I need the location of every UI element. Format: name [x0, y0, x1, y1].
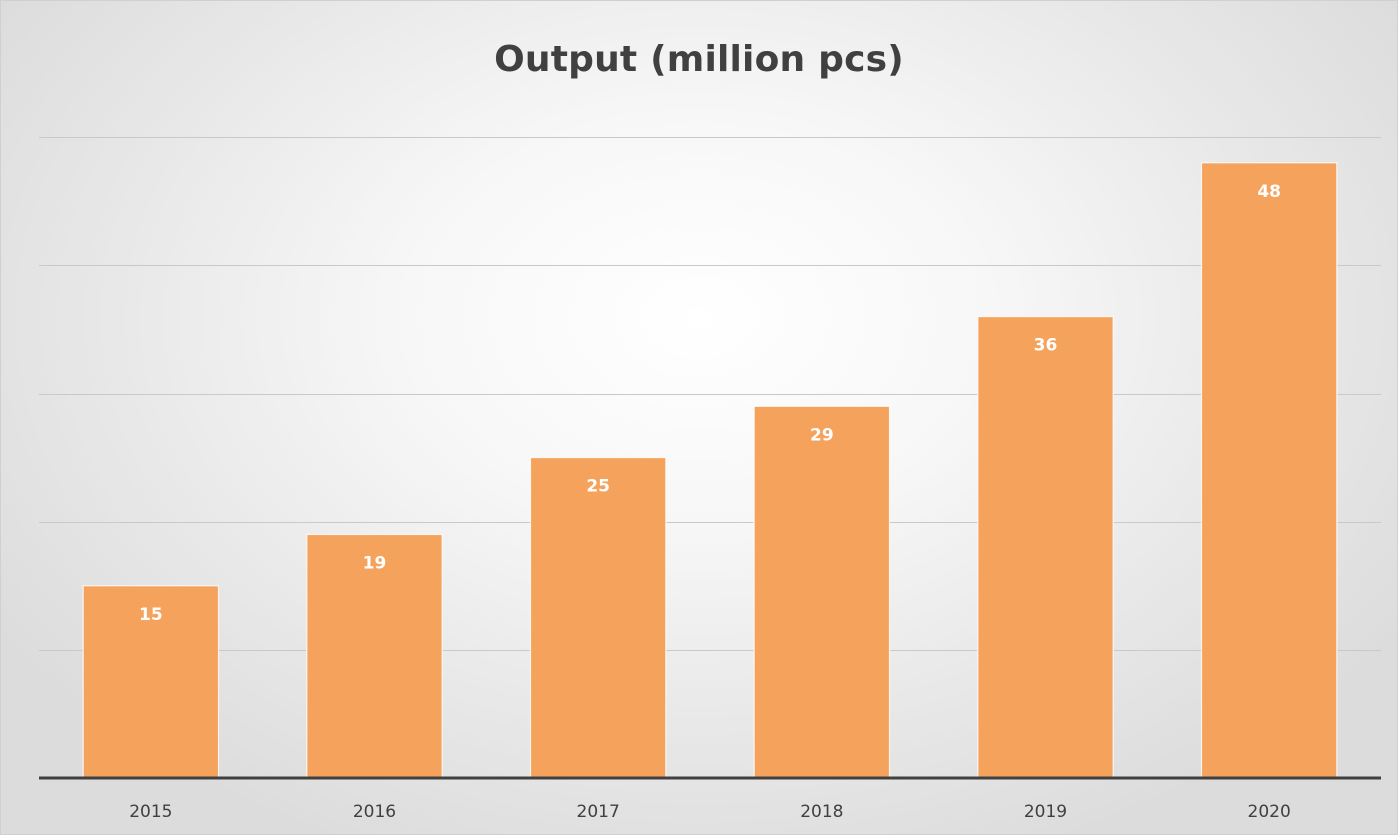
data-label-2018: 29 — [810, 425, 834, 445]
x-tick-label-2018: 2018 — [800, 802, 843, 822]
data-label-2020: 48 — [1257, 182, 1281, 202]
bar-2018 — [753, 405, 891, 779]
data-label-2016: 19 — [363, 553, 387, 573]
bar-2019 — [977, 316, 1114, 779]
chart-title: Output (million pcs) — [494, 39, 904, 80]
x-tick-label-2020: 2020 — [1248, 802, 1291, 822]
x-tick-label-2016: 2016 — [353, 802, 396, 822]
bar-2017 — [529, 456, 667, 779]
data-label-2015: 15 — [139, 605, 163, 625]
x-tick-label-2019: 2019 — [1024, 802, 1067, 822]
bar-2016 — [306, 533, 443, 779]
data-label-2017: 25 — [586, 477, 610, 497]
data-label-2019: 36 — [1034, 336, 1058, 356]
x-tick-label-2015: 2015 — [129, 802, 172, 822]
x-tick-label-2017: 2017 — [577, 802, 620, 822]
bar-2015 — [82, 585, 220, 779]
bar-2020 — [1200, 162, 1338, 779]
